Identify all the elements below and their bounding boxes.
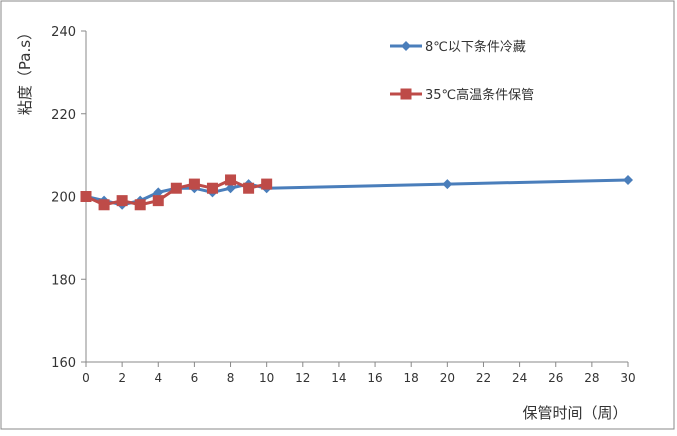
x-tick-label: 30 [620, 371, 635, 385]
data-point [134, 199, 146, 211]
x-axis-label: 保管时间（周） [522, 404, 627, 422]
data-point [225, 183, 236, 194]
x-tick-label: 18 [404, 371, 419, 385]
y-tick-label: 200 [51, 191, 76, 206]
x-tick-label: 6 [191, 371, 199, 385]
data-point [188, 178, 200, 190]
data-point [225, 174, 237, 186]
data-point [98, 199, 110, 211]
y-tick-label: 220 [51, 108, 76, 123]
x-tick-label: 26 [548, 371, 563, 385]
x-tick-label: 10 [259, 371, 274, 385]
legend-label: 35℃高温条件保管 [425, 87, 534, 103]
x-tick-label: 14 [331, 371, 346, 385]
x-tick-label: 8 [227, 371, 235, 385]
data-point [206, 182, 218, 194]
data-point [116, 195, 128, 207]
data-point [243, 182, 255, 194]
x-tick-label: 20 [440, 371, 455, 385]
data-point [170, 182, 182, 194]
data-point [442, 179, 453, 190]
x-tick-label: 28 [584, 371, 599, 385]
legend-marker [401, 41, 411, 51]
data-point [80, 191, 92, 202]
x-tick-label: 4 [154, 371, 162, 385]
legend-marker [400, 88, 412, 100]
y-axis-label: 粘度（Pa.s） [16, 25, 34, 115]
x-tick-label: 24 [512, 371, 527, 385]
data-point [153, 187, 164, 198]
x-tick-label: 2 [118, 371, 126, 385]
data-point [623, 174, 633, 185]
y-tick-label: 160 [51, 356, 76, 371]
legend-label: 8℃以下条件冷藏 [425, 39, 526, 55]
x-tick-label: 12 [295, 371, 310, 385]
data-point [261, 178, 273, 190]
y-tick-label: 180 [51, 273, 76, 288]
y-tick-label: 240 [51, 25, 76, 40]
x-tick-label: 22 [476, 371, 491, 385]
x-tick-label: 0 [82, 371, 90, 385]
data-point [152, 195, 164, 207]
x-tick-label: 16 [367, 371, 382, 385]
